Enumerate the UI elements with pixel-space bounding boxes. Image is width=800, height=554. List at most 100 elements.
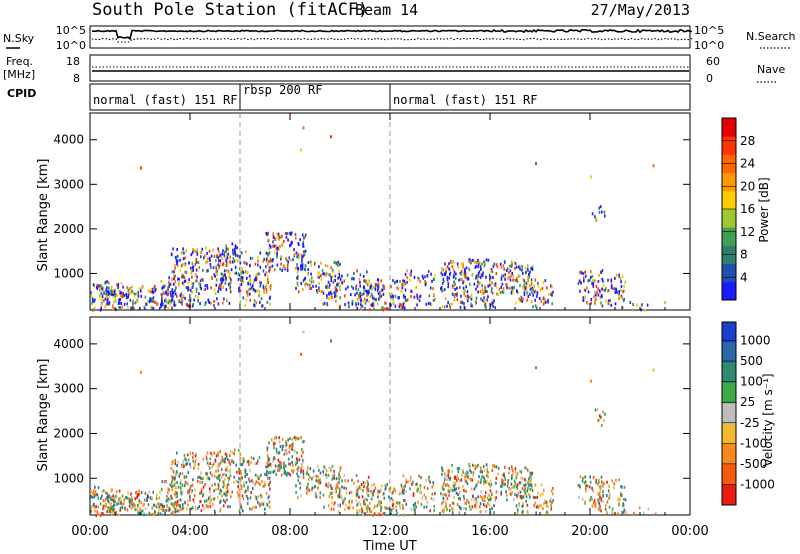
scatter-cell: [267, 231, 269, 235]
scatter-cell: [366, 294, 368, 297]
scatter-cell: [348, 304, 350, 308]
scatter-cell: [224, 460, 226, 464]
scatter-cell: [226, 263, 229, 267]
scatter-cell: [143, 513, 145, 517]
scatter-cell: [552, 499, 554, 503]
scatter-cell: [205, 260, 207, 264]
scatter-cell: [316, 289, 318, 292]
y-tick-label: 4000: [53, 133, 84, 147]
scatter-cell: [190, 253, 193, 257]
scatter-cell: [323, 301, 326, 305]
scatter-cell: [311, 477, 313, 481]
scatter-cell: [613, 287, 616, 291]
scatter-cell: [113, 292, 116, 296]
scatter-cell: [479, 273, 481, 277]
scatter-cell: [514, 467, 517, 471]
scatter-cell: [268, 244, 271, 247]
scatter-cell: [605, 287, 607, 291]
scatter-cell: [101, 494, 103, 498]
scatter-cell: [351, 478, 353, 482]
scatter-cell: [291, 241, 293, 245]
velocity-colorbar-label: Velocity [m s⁻¹]: [761, 373, 775, 466]
scatter-cell: [469, 469, 471, 473]
scatter-cell: [185, 249, 187, 253]
scatter-cell: [259, 284, 262, 288]
scatter-cell: [100, 511, 103, 515]
scatter-cell: [429, 509, 431, 513]
scatter-cell: [483, 495, 485, 499]
scatter-cell: [185, 481, 187, 485]
scatter-cell: [462, 290, 465, 294]
scatter-cell: [544, 279, 547, 283]
scatter-cell: [392, 506, 395, 510]
scatter-cell: [614, 302, 617, 306]
x-tick-label: 00:00: [671, 524, 708, 539]
scatter-cell: [315, 284, 317, 288]
scatter-cell: [238, 494, 241, 498]
scatter-cell: [136, 508, 139, 511]
scatter-cell: [293, 468, 295, 472]
scatter-cell: [125, 496, 127, 499]
scatter-cell: [237, 495, 240, 499]
scatter-cell: [280, 255, 283, 259]
scatter-cell: [485, 504, 488, 508]
scatter-cell: [213, 489, 215, 493]
scatter-cell: [183, 276, 186, 279]
scatter-cell: [262, 269, 265, 273]
scatter-cell: [162, 508, 165, 512]
scatter-cell: [144, 307, 146, 311]
scatter-cell: [130, 506, 132, 510]
scatter-cell: [366, 498, 368, 502]
scatter-cell: [190, 286, 193, 290]
scatter-cell: [210, 286, 212, 290]
scatter-cell: [211, 275, 213, 279]
scatter-cell: [106, 286, 108, 290]
scatter-cell: [176, 464, 178, 467]
scatter-cell: [267, 253, 270, 257]
scatter-cell: [477, 280, 479, 284]
scatter-cell: [622, 290, 624, 294]
scatter-cell: [367, 489, 370, 493]
scatter-cell: [195, 287, 198, 291]
scatter-cell: [421, 496, 424, 500]
scatter-cell: [167, 288, 169, 292]
scatter-cell: [255, 496, 258, 500]
scatter-cell: [454, 292, 457, 296]
scatter-cell: [291, 460, 293, 464]
scatter-cell: [304, 268, 306, 272]
scatter-cell: [304, 264, 307, 268]
colorbar-tick-label: 25: [740, 395, 755, 409]
scatter-cell: [406, 298, 409, 302]
scatter-cell: [534, 278, 537, 282]
scatter-cell: [233, 480, 235, 484]
scatter-cell: [173, 303, 176, 307]
scatter-cell: [184, 500, 186, 504]
scatter-cell: [457, 265, 460, 269]
scatter-cell: [604, 504, 607, 508]
scatter-cell: [592, 279, 594, 283]
scatter-cell: [356, 298, 359, 302]
scatter-cell: [219, 278, 222, 281]
scatter-cell: [459, 278, 461, 282]
scatter-cell: [366, 479, 369, 483]
scatter-cell: [315, 495, 318, 499]
scatter-cell: [345, 287, 347, 291]
scatter-cell: [259, 300, 261, 304]
scatter-cell: [447, 473, 450, 477]
scatter-cell: [390, 303, 392, 307]
scatter-cell: [222, 473, 224, 477]
scatter-cell: [279, 267, 281, 271]
scatter-cell: [283, 452, 286, 456]
scatter-cell: [500, 277, 503, 281]
colorbar-swatch: [722, 362, 736, 384]
scatter-cell: [424, 497, 427, 501]
scatter-cell: [238, 499, 241, 503]
scatter-cell: [133, 306, 135, 310]
scatter-cell: [464, 475, 467, 479]
scatter-cell: [217, 462, 220, 466]
scatter-cell: [330, 468, 332, 472]
scatter-cell: [500, 275, 503, 279]
scatter-cell: [284, 464, 287, 468]
scatter-cell: [247, 282, 249, 286]
scatter-cell: [500, 490, 502, 494]
